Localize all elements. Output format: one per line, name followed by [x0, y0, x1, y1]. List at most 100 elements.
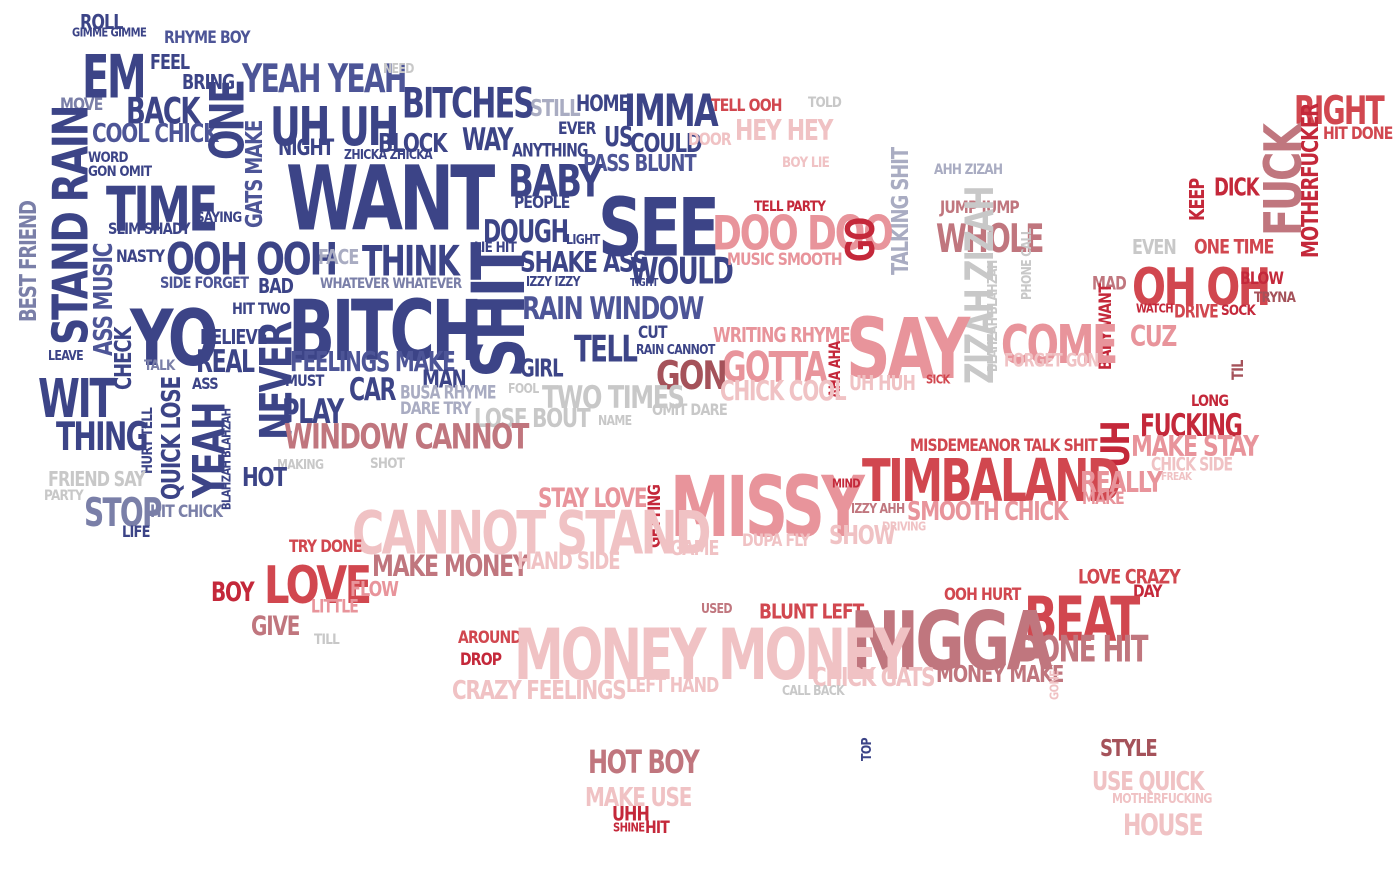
word-used: USED: [701, 600, 733, 617]
word-lie-hit: LIE HIT: [474, 238, 517, 256]
word-lose-bout: LOSE BOUT: [474, 402, 591, 434]
word-still: STILL: [530, 95, 581, 123]
word-forget-gon: FORGET GON: [1004, 350, 1099, 372]
word-want: WANT: [286, 146, 495, 251]
word-fuck: FUCK: [1254, 125, 1314, 236]
word-dick: DICK: [1214, 173, 1260, 203]
word-uh-uh: UH UH: [270, 95, 399, 158]
word-us: US: [604, 119, 633, 153]
word-car: CAR: [349, 373, 396, 409]
word-saying: SAYING: [196, 208, 242, 226]
word-hurt-tell: HURT TELL: [138, 407, 156, 474]
word-door: DOOR: [688, 130, 732, 150]
word-uhh: UHH: [612, 802, 650, 826]
word-really: REALLY: [1080, 467, 1163, 500]
word-window-cannot: WINDOW CANNOT: [284, 417, 529, 458]
word-day: DAY: [1133, 582, 1163, 602]
word-sock: SOCK: [1221, 301, 1256, 319]
word-ahh-zizah: AHH ZIZAH: [934, 160, 1003, 178]
word-game: GAME: [670, 535, 719, 561]
word-smooth-chick: SMOOTH CHICK: [907, 495, 1068, 527]
word-could: COULD: [630, 127, 702, 159]
word-uh-huh: UH HUH: [849, 370, 916, 396]
word-around: AROUND: [458, 628, 522, 648]
word-right: RIGHT: [1294, 87, 1385, 134]
word-flow: FLOW: [350, 576, 399, 602]
word-freak: FREAK: [1161, 471, 1192, 484]
word-nasty: NASTY: [116, 247, 165, 267]
word-back: BACK: [126, 91, 200, 134]
word-real: REAL: [196, 345, 255, 381]
word-shake-ass: SHAKE ASS: [520, 247, 648, 280]
word-believe: BELIEVE: [200, 324, 268, 350]
word-gimme-gimme: GIMME GIMME: [72, 26, 147, 40]
word-thing: THING: [56, 413, 149, 460]
word-love: LOVE: [264, 556, 372, 616]
word-till: TILL: [314, 630, 340, 648]
word-use-quick: USE QUICK: [1092, 765, 1205, 797]
word-tell: TELL: [574, 329, 638, 372]
word-word: WORD: [88, 148, 128, 166]
word-imma: IMMA: [624, 83, 719, 137]
word-jump-jump: JUMP JUMP: [940, 198, 1020, 218]
word-fool: FOOL: [508, 380, 539, 397]
word-light: LIGHT: [566, 231, 600, 248]
word-boy: BOY: [211, 575, 255, 608]
word-til: TIL: [1229, 360, 1248, 380]
word-leave: LEAVE: [48, 347, 84, 364]
word-dupa-fly: DUPA FLY: [742, 531, 810, 551]
word-wit: WIT: [38, 367, 115, 430]
word-would: WOULD: [630, 251, 734, 294]
word-rain-window: RAIN WINDOW: [522, 290, 704, 327]
word-name: NAME: [598, 412, 632, 429]
word-slim-shady: SLIM SHADY: [108, 220, 190, 239]
word-house: HOUSE: [1123, 809, 1204, 844]
word-side-forget: SIDE FORGET: [160, 274, 249, 293]
word-tryna: TRYNA: [1254, 288, 1296, 306]
word-blahzah-blahzah: BLAHZAH BLAHZAH: [984, 260, 1001, 372]
word-chick-side: CHICK SIDE: [1151, 454, 1233, 476]
word-night: NIGHT: [278, 135, 334, 162]
word-dare-try: DARE TRY: [400, 399, 471, 419]
word-drive: DRIVE: [1174, 301, 1219, 323]
word-missy: MISSY: [670, 459, 865, 557]
word-rain-cannot: RAIN CANNOT: [636, 341, 715, 358]
word-motherfucking: MOTHERFUCKING: [1112, 790, 1212, 807]
word-even: EVEN: [1132, 234, 1177, 260]
word-talk: TALK: [144, 356, 175, 374]
word-zhicka-zhicka: ZHICKA ZHICKA: [344, 146, 433, 163]
word-must: MUST: [285, 372, 324, 391]
word-gats-make: GATS MAKE: [241, 120, 269, 228]
word-ass: ASS: [192, 375, 219, 394]
word-yo: YO: [130, 293, 219, 385]
word-talking-shit: TALKING SHIT: [887, 147, 915, 275]
word-girl: GIRL: [520, 354, 564, 384]
word-chick-gats: CHICK GATS: [812, 661, 936, 693]
word-hit-two: HIT TWO: [232, 300, 291, 319]
word-hot-boy: HOT BOY: [588, 743, 700, 782]
word-rhyme-boy: RHYME BOY: [164, 28, 250, 48]
word-doo-doo: DOO DOO: [712, 208, 894, 262]
word-long: LONG: [1191, 392, 1229, 411]
word-izzy-ahh: IZZY AHH: [851, 500, 905, 517]
word-need: NEED: [383, 60, 414, 77]
word-crazy-feelings: CRAZY FEELINGS: [452, 674, 627, 706]
word-beat: BEAT: [1024, 584, 1140, 656]
word-think: THINK: [362, 237, 460, 287]
word-timbaland: TIMBALAND: [862, 446, 1122, 515]
word-hit: HIT: [645, 818, 670, 838]
word-chick-cool: CHICK COOL: [720, 373, 847, 407]
word-oh-oh: OH OH: [1132, 258, 1271, 318]
word-em: EM: [82, 43, 147, 113]
word-bad: BAD: [258, 273, 294, 299]
word-hand-side: HAND SIDE: [517, 547, 621, 576]
word-bitch: BITCH: [288, 281, 483, 381]
word-dough: DOUGH: [483, 215, 569, 251]
word-check: CHECK: [110, 327, 138, 390]
word-keep: KEEP: [1184, 178, 1210, 221]
word-left-hand: LEFT HAND: [626, 672, 719, 698]
word-life: LIFE: [122, 523, 151, 542]
word-stop: STOP: [84, 489, 163, 536]
word-pass-blunt: PASS BLUNT: [583, 150, 697, 178]
word-money-money: MONEY MONEY: [514, 614, 910, 696]
